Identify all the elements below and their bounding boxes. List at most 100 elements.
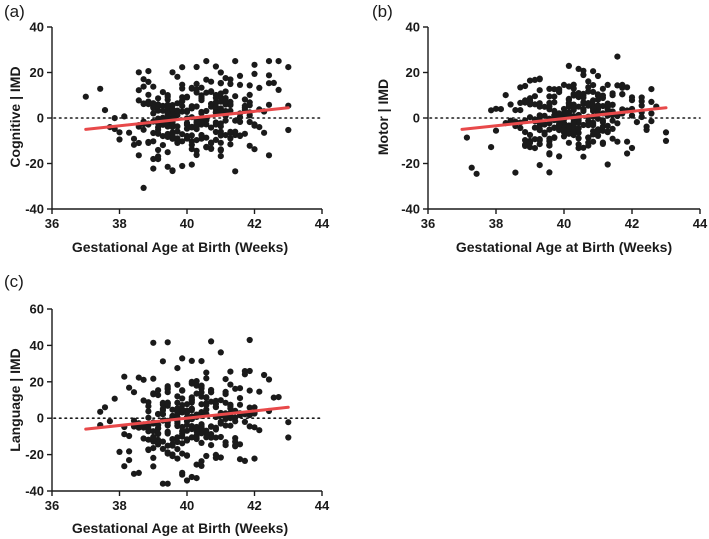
data-point [121, 431, 128, 438]
data-point [159, 438, 166, 445]
data-point [193, 137, 200, 144]
data-point [193, 378, 200, 385]
data-point [232, 58, 239, 65]
data-point [208, 338, 215, 345]
data-point [541, 103, 548, 110]
data-point [193, 390, 200, 397]
data-point [217, 146, 224, 153]
data-point [556, 153, 563, 160]
data-point [580, 144, 587, 151]
data-point [662, 129, 670, 136]
data-point [135, 424, 142, 431]
data-point [145, 414, 152, 421]
data-point [599, 139, 607, 146]
data-point [526, 131, 534, 139]
data-point [198, 458, 205, 465]
data-point [208, 124, 215, 131]
data-point [174, 107, 181, 114]
data-point [241, 418, 248, 425]
y-axis-title-cognitive: Cognitive | IMD [7, 66, 23, 167]
data-point [145, 399, 152, 406]
data-point [164, 339, 171, 346]
data-point [599, 92, 607, 99]
data-point [155, 436, 162, 443]
data-point [648, 98, 655, 105]
data-point [208, 100, 215, 108]
data-point [227, 135, 234, 142]
data-point [159, 89, 166, 96]
data-point [179, 64, 186, 71]
data-point [150, 138, 157, 145]
data-point [179, 440, 186, 447]
data-point [222, 399, 229, 406]
data-point [232, 128, 239, 135]
data-point [155, 421, 162, 428]
data-point [536, 100, 543, 107]
data-point [227, 128, 234, 135]
data-point [140, 435, 147, 442]
data-point [590, 105, 597, 112]
data-point [188, 161, 195, 168]
y-tick-label: 0 [37, 411, 44, 426]
data-point [575, 65, 582, 72]
data-point [140, 184, 147, 191]
data-point [227, 415, 234, 422]
data-point [638, 113, 645, 121]
y-tick-label: -20 [25, 447, 44, 462]
data-point [556, 122, 563, 129]
data-point [285, 434, 292, 441]
data-point [203, 134, 210, 141]
data-point [111, 395, 118, 402]
data-point [208, 389, 215, 396]
data-point [236, 385, 244, 392]
data-point [222, 388, 229, 395]
data-point [648, 110, 655, 117]
data-point [590, 88, 597, 95]
data-point [179, 138, 186, 145]
data-point [227, 381, 234, 388]
data-point [169, 436, 176, 443]
plot-area-c: -40 -20 0 20 40 60 36 38 40 42 44 [25, 302, 330, 514]
data-point [198, 430, 205, 437]
data-point [179, 103, 186, 110]
data-point [580, 121, 587, 129]
data-point [193, 63, 200, 71]
y-axis-title-motor: Motor | IMD [375, 79, 391, 155]
data-point [101, 404, 109, 411]
data-point [246, 423, 253, 430]
data-point [150, 445, 157, 452]
data-point [246, 82, 253, 89]
data-point [261, 129, 268, 136]
data-point [145, 446, 152, 453]
data-point [546, 126, 553, 133]
data-point [565, 83, 573, 90]
x-axis-title-a: Gestational Age at Birth (Weeks) [72, 239, 288, 255]
y-tick-label: -40 [25, 484, 44, 499]
data-point [261, 371, 268, 379]
data-point [236, 72, 244, 79]
data-point [236, 395, 244, 402]
data-point [619, 91, 626, 98]
data-point [150, 100, 157, 107]
data-point [179, 355, 186, 362]
data-point [164, 383, 171, 390]
data-point [212, 424, 219, 431]
data-point [236, 81, 244, 88]
data-point [551, 86, 558, 93]
data-point [531, 124, 539, 131]
data-point [275, 86, 282, 93]
data-point [193, 461, 200, 468]
data-point [188, 146, 195, 153]
data-point [265, 80, 273, 87]
data-point [246, 112, 253, 119]
data-point [227, 368, 234, 375]
data-point [570, 120, 577, 127]
data-point [222, 97, 229, 104]
x-tick-label: 38 [112, 216, 126, 231]
data-point [614, 82, 621, 89]
data-point [169, 441, 176, 448]
data-point [203, 76, 210, 83]
data-point [198, 119, 205, 126]
data-point [609, 135, 616, 142]
